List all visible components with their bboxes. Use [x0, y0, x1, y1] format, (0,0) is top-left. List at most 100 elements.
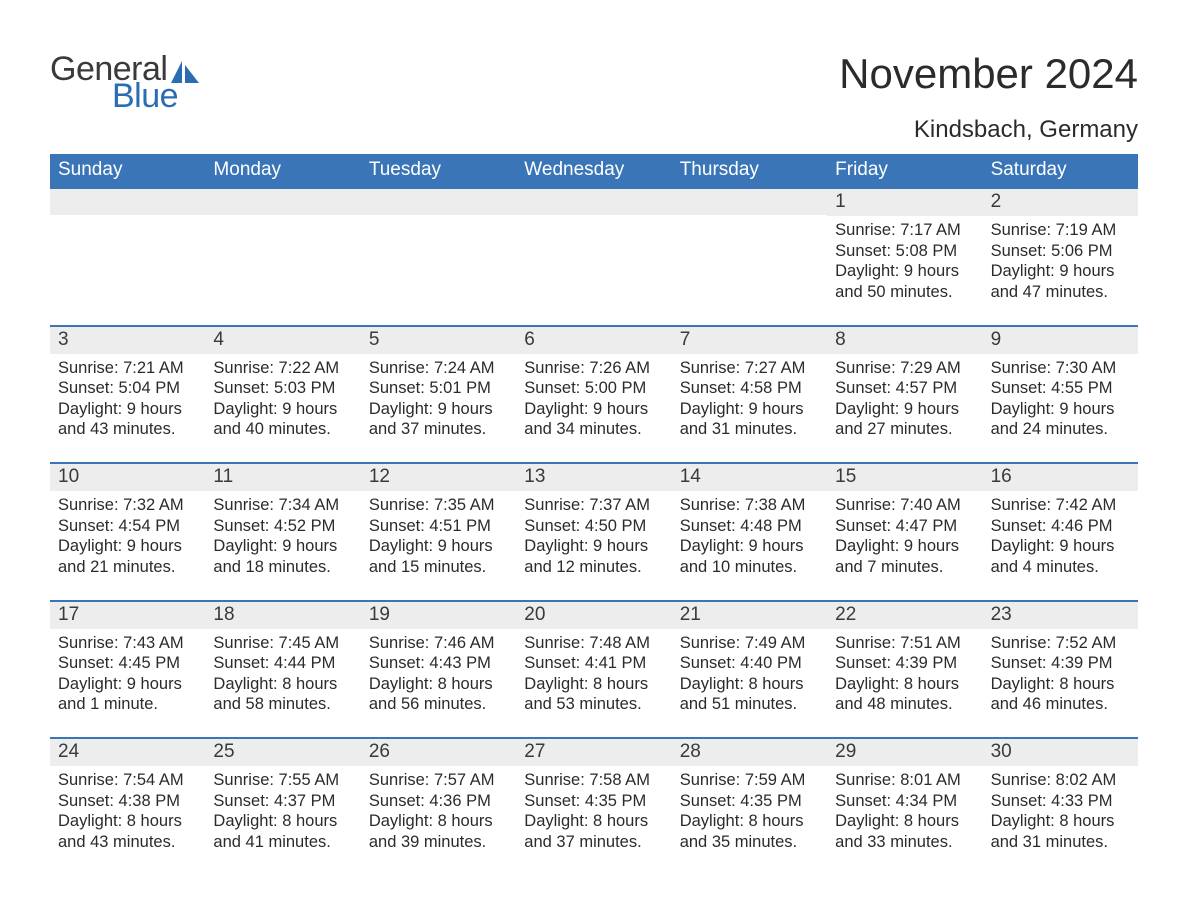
day-number-bar: 23	[983, 600, 1138, 629]
day-number: 10	[50, 464, 205, 491]
day-number-bar: 26	[361, 737, 516, 766]
day-number: 13	[516, 464, 671, 491]
day-body: Sunrise: 7:46 AMSunset: 4:43 PMDaylight:…	[361, 629, 516, 716]
day-body: Sunrise: 7:30 AMSunset: 4:55 PMDaylight:…	[983, 354, 1138, 441]
sunset-line: Sunset: 5:01 PM	[369, 378, 508, 399]
sunrise-line: Sunrise: 7:40 AM	[835, 495, 974, 516]
daylight-line: Daylight: 9 hours and 18 minutes.	[213, 536, 352, 577]
day-cell: 30Sunrise: 8:02 AMSunset: 4:33 PMDayligh…	[983, 737, 1138, 875]
logo-sail-icon	[171, 61, 199, 83]
week-row: 24Sunrise: 7:54 AMSunset: 4:38 PMDayligh…	[50, 737, 1138, 875]
sunset-line: Sunset: 4:35 PM	[524, 791, 663, 812]
day-number-bar: 4	[205, 325, 360, 354]
day-number-bar: 10	[50, 462, 205, 491]
daylight-line: Daylight: 9 hours and 31 minutes.	[680, 399, 819, 440]
day-body: Sunrise: 7:27 AMSunset: 4:58 PMDaylight:…	[672, 354, 827, 441]
day-number: 2	[983, 189, 1138, 216]
day-cell: 18Sunrise: 7:45 AMSunset: 4:44 PMDayligh…	[205, 600, 360, 738]
sunset-line: Sunset: 4:45 PM	[58, 653, 197, 674]
day-body: Sunrise: 7:38 AMSunset: 4:48 PMDaylight:…	[672, 491, 827, 578]
weekday-header-cell: Wednesday	[516, 154, 671, 187]
sunrise-line: Sunrise: 7:26 AM	[524, 358, 663, 379]
day-number: 20	[516, 602, 671, 629]
day-cell: 29Sunrise: 8:01 AMSunset: 4:34 PMDayligh…	[827, 737, 982, 875]
day-number-bar: 17	[50, 600, 205, 629]
sunrise-line: Sunrise: 7:17 AM	[835, 220, 974, 241]
sunset-line: Sunset: 4:44 PM	[213, 653, 352, 674]
day-number: 17	[50, 602, 205, 629]
day-number: 14	[672, 464, 827, 491]
daylight-line: Daylight: 9 hours and 43 minutes.	[58, 399, 197, 440]
sunset-line: Sunset: 4:48 PM	[680, 516, 819, 537]
daylight-line: Daylight: 9 hours and 12 minutes.	[524, 536, 663, 577]
day-cell: 27Sunrise: 7:58 AMSunset: 4:35 PMDayligh…	[516, 737, 671, 875]
day-number-bar: 14	[672, 462, 827, 491]
sunrise-line: Sunrise: 7:51 AM	[835, 633, 974, 654]
daylight-line: Daylight: 9 hours and 7 minutes.	[835, 536, 974, 577]
day-body: Sunrise: 7:17 AMSunset: 5:08 PMDaylight:…	[827, 216, 982, 303]
day-number-bar: 12	[361, 462, 516, 491]
day-number: 7	[672, 327, 827, 354]
empty-day-bar	[205, 187, 360, 215]
day-cell: 25Sunrise: 7:55 AMSunset: 4:37 PMDayligh…	[205, 737, 360, 875]
empty-day-bar	[672, 187, 827, 215]
weekday-header-cell: Tuesday	[361, 154, 516, 187]
day-body: Sunrise: 7:55 AMSunset: 4:37 PMDaylight:…	[205, 766, 360, 853]
daylight-line: Daylight: 9 hours and 50 minutes.	[835, 261, 974, 302]
sunset-line: Sunset: 5:06 PM	[991, 241, 1130, 262]
daylight-line: Daylight: 8 hours and 53 minutes.	[524, 674, 663, 715]
daylight-line: Daylight: 8 hours and 43 minutes.	[58, 811, 197, 852]
day-body: Sunrise: 7:29 AMSunset: 4:57 PMDaylight:…	[827, 354, 982, 441]
day-number-bar: 13	[516, 462, 671, 491]
day-number: 4	[205, 327, 360, 354]
week-row: 1Sunrise: 7:17 AMSunset: 5:08 PMDaylight…	[50, 187, 1138, 325]
sunrise-line: Sunrise: 8:01 AM	[835, 770, 974, 791]
sunset-line: Sunset: 4:39 PM	[991, 653, 1130, 674]
daylight-line: Daylight: 9 hours and 4 minutes.	[991, 536, 1130, 577]
day-body: Sunrise: 7:45 AMSunset: 4:44 PMDaylight:…	[205, 629, 360, 716]
location-label: Kindsbach, Germany	[839, 116, 1138, 144]
week-row: 3Sunrise: 7:21 AMSunset: 5:04 PMDaylight…	[50, 325, 1138, 463]
day-cell: 24Sunrise: 7:54 AMSunset: 4:38 PMDayligh…	[50, 737, 205, 875]
daylight-line: Daylight: 8 hours and 58 minutes.	[213, 674, 352, 715]
sunset-line: Sunset: 4:47 PM	[835, 516, 974, 537]
week-row: 10Sunrise: 7:32 AMSunset: 4:54 PMDayligh…	[50, 462, 1138, 600]
day-number: 3	[50, 327, 205, 354]
sunrise-line: Sunrise: 7:24 AM	[369, 358, 508, 379]
day-cell: 22Sunrise: 7:51 AMSunset: 4:39 PMDayligh…	[827, 600, 982, 738]
day-number-bar: 3	[50, 325, 205, 354]
day-number: 22	[827, 602, 982, 629]
sunset-line: Sunset: 4:57 PM	[835, 378, 974, 399]
day-number: 12	[361, 464, 516, 491]
day-cell: 28Sunrise: 7:59 AMSunset: 4:35 PMDayligh…	[672, 737, 827, 875]
daylight-line: Daylight: 9 hours and 24 minutes.	[991, 399, 1130, 440]
day-number: 29	[827, 739, 982, 766]
day-body: Sunrise: 7:49 AMSunset: 4:40 PMDaylight:…	[672, 629, 827, 716]
sunrise-line: Sunrise: 7:58 AM	[524, 770, 663, 791]
month-title: November 2024	[839, 50, 1138, 98]
sunset-line: Sunset: 4:55 PM	[991, 378, 1130, 399]
weekday-header-cell: Friday	[827, 154, 982, 187]
day-cell: 20Sunrise: 7:48 AMSunset: 4:41 PMDayligh…	[516, 600, 671, 738]
day-number: 1	[827, 189, 982, 216]
sunset-line: Sunset: 4:36 PM	[369, 791, 508, 812]
sunset-line: Sunset: 4:33 PM	[991, 791, 1130, 812]
sunrise-line: Sunrise: 7:21 AM	[58, 358, 197, 379]
sunrise-line: Sunrise: 7:34 AM	[213, 495, 352, 516]
day-number-bar: 15	[827, 462, 982, 491]
day-number-bar: 29	[827, 737, 982, 766]
day-number: 15	[827, 464, 982, 491]
day-number-bar: 21	[672, 600, 827, 629]
sunrise-line: Sunrise: 7:54 AM	[58, 770, 197, 791]
sunset-line: Sunset: 4:50 PM	[524, 516, 663, 537]
day-number: 28	[672, 739, 827, 766]
daylight-line: Daylight: 8 hours and 41 minutes.	[213, 811, 352, 852]
day-body: Sunrise: 7:35 AMSunset: 4:51 PMDaylight:…	[361, 491, 516, 578]
sunset-line: Sunset: 4:41 PM	[524, 653, 663, 674]
weekday-header-cell: Sunday	[50, 154, 205, 187]
day-number: 8	[827, 327, 982, 354]
day-body: Sunrise: 7:54 AMSunset: 4:38 PMDaylight:…	[50, 766, 205, 853]
sunrise-line: Sunrise: 7:57 AM	[369, 770, 508, 791]
daylight-line: Daylight: 9 hours and 40 minutes.	[213, 399, 352, 440]
day-body: Sunrise: 7:19 AMSunset: 5:06 PMDaylight:…	[983, 216, 1138, 303]
